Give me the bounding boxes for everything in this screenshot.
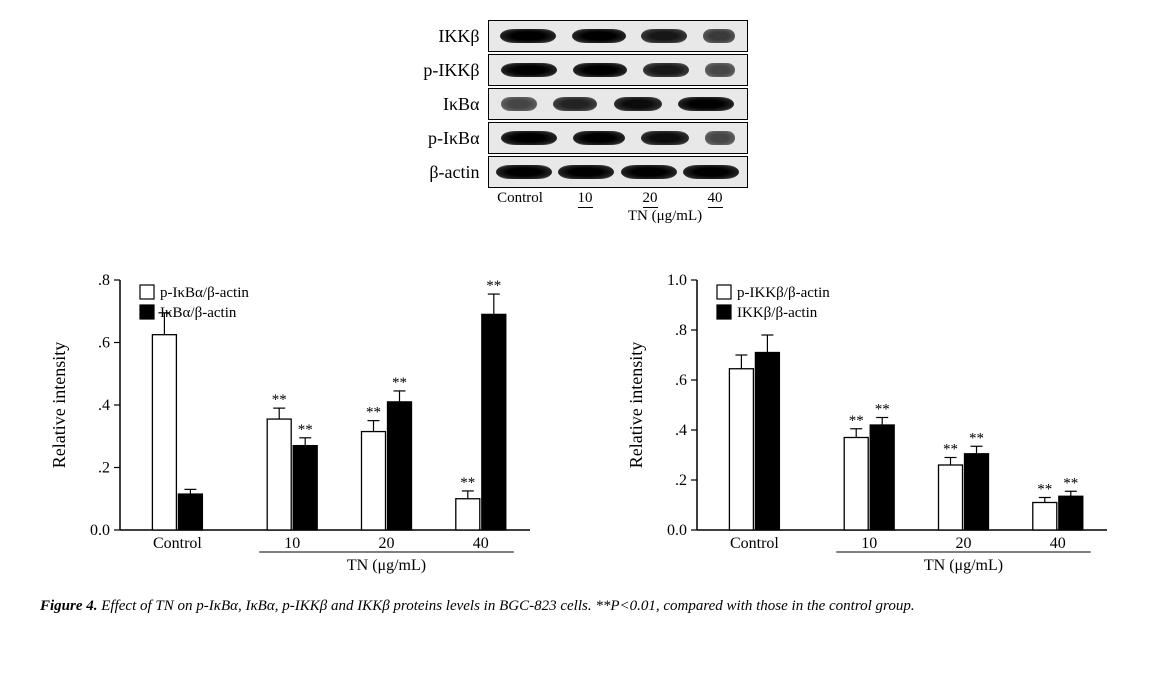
blot-x-tick: 20 xyxy=(643,190,658,208)
blot-band xyxy=(705,131,735,145)
chart-right-wrapper: 0.0 .2 .4 .6 .8 1.0 Relative intensity Control *… xyxy=(607,250,1127,580)
blot-lane-panel xyxy=(488,88,748,120)
svg-text:**: ** xyxy=(272,392,287,408)
blot-row-label: β-actin xyxy=(418,162,488,183)
blot-row: β-actin xyxy=(418,156,748,188)
blot-band xyxy=(501,63,557,77)
svg-text:IκBα/β-actin: IκBα/β-actin xyxy=(160,305,237,321)
svg-text:**: ** xyxy=(849,413,864,429)
blot-band xyxy=(678,97,734,111)
blot-band xyxy=(501,97,537,111)
svg-text:TN (μg/mL): TN (μg/mL) xyxy=(347,557,426,574)
svg-text:**: ** xyxy=(1063,475,1078,491)
svg-text:TN (μg/mL): TN (μg/mL) xyxy=(924,557,1003,574)
blot-x-tick-cell: 20 xyxy=(618,190,683,208)
svg-text:p-IKKβ/β-actin: p-IKKβ/β-actin xyxy=(737,285,830,301)
blot-band xyxy=(641,29,687,43)
blot-band xyxy=(501,131,557,145)
svg-text:Control: Control xyxy=(730,535,779,552)
svg-text:.2: .2 xyxy=(675,472,687,489)
blot-x-tick: 10 xyxy=(578,190,593,208)
svg-text:Relative intensity: Relative intensity xyxy=(626,342,646,468)
svg-text:.4: .4 xyxy=(98,397,110,414)
blot-row-label: p-IKKβ xyxy=(418,60,488,81)
blot-band xyxy=(705,63,735,77)
blot-band xyxy=(643,63,689,77)
blot-lane-panel xyxy=(488,156,748,188)
svg-text:p-IκBα/β-actin: p-IκBα/β-actin xyxy=(160,285,249,301)
svg-text:Control: Control xyxy=(153,535,202,552)
blot-row: p-IKKβ xyxy=(418,54,748,86)
svg-text:0.0: 0.0 xyxy=(90,522,110,539)
blot-band xyxy=(683,165,739,179)
blot-row: IκBα xyxy=(418,88,748,120)
blot-x-tick: 40 xyxy=(708,190,723,208)
blot-x-labels: Control 10 20 40 xyxy=(488,190,748,208)
svg-text:.6: .6 xyxy=(98,335,110,352)
svg-text:**: ** xyxy=(969,430,984,446)
svg-text:**: ** xyxy=(460,475,475,491)
svg-text:.6: .6 xyxy=(675,372,687,389)
western-blot-panel: IKKβ p-IKKβ IκBα p-IκBα β-actinControl 10 20 40… xyxy=(410,20,748,225)
figure-container: IKKβp-IKKβIκBαp-IκBαβ-actinControl102040… xyxy=(30,20,1127,615)
svg-text:**: ** xyxy=(366,405,381,421)
chart-left-wrapper: 0.0 .2 .4 .6 .8 Relative intensity Control ** **… xyxy=(30,250,550,580)
svg-text:.8: .8 xyxy=(98,272,110,289)
blot-row: p-IκBα xyxy=(418,122,748,154)
blot-x-tick-cell: Control xyxy=(488,190,553,208)
blot-row: IKKβ xyxy=(418,20,748,52)
svg-text:Relative intensity: Relative intensity xyxy=(49,342,69,468)
svg-text:20: 20 xyxy=(379,535,395,552)
svg-text:**: ** xyxy=(392,375,407,391)
svg-text:.8: .8 xyxy=(675,322,687,339)
svg-text:40: 40 xyxy=(1050,535,1066,552)
blot-band xyxy=(553,97,597,111)
blot-band xyxy=(558,165,614,179)
caption-text: Effect of TN on p-IκBα, IκBα, p-IKKβ and… xyxy=(98,598,915,614)
blot-lane-panel xyxy=(488,122,748,154)
charts-row: 0.0 .2 .4 .6 .8 Relative intensity Control ** **… xyxy=(30,250,1127,580)
svg-text:IKKβ/β-actin: IKKβ/β-actin xyxy=(737,305,818,321)
blot-band xyxy=(573,131,625,145)
blot-band xyxy=(572,29,626,43)
svg-text:10: 10 xyxy=(284,535,300,552)
svg-text:10: 10 xyxy=(861,535,877,552)
blot-row-label: IκBα xyxy=(418,94,488,115)
figure-label: Figure 4. xyxy=(40,598,98,614)
blot-lane-panel xyxy=(488,20,748,52)
blot-x-tick-cell: 10 xyxy=(553,190,618,208)
blot-x-caption: TN (μg/mL) xyxy=(488,208,748,225)
svg-text:0.0: 0.0 xyxy=(667,522,687,539)
bar-chart-ikkb: 0.0 .2 .4 .6 .8 1.0 Relative intensity Control *… xyxy=(607,250,1127,580)
bar-chart-ikba: 0.0 .2 .4 .6 .8 Relative intensity Control ** **… xyxy=(30,250,550,580)
svg-text:**: ** xyxy=(298,422,313,438)
svg-text:**: ** xyxy=(1037,482,1052,498)
blot-row-label: p-IκBα xyxy=(418,128,488,149)
blot-x-tick-cell: 40 xyxy=(683,190,748,208)
blot-band xyxy=(614,97,662,111)
blot-band xyxy=(500,29,556,43)
blot-band xyxy=(703,29,735,43)
svg-text:**: ** xyxy=(875,402,890,418)
svg-text:1.0: 1.0 xyxy=(667,272,687,289)
blot-row-label: IKKβ xyxy=(418,26,488,47)
svg-text:**: ** xyxy=(943,442,958,458)
svg-text:.4: .4 xyxy=(675,422,687,439)
blot-lane-panel xyxy=(488,54,748,86)
svg-text:**: ** xyxy=(486,278,501,294)
blot-band xyxy=(641,131,689,145)
svg-text:.2: .2 xyxy=(98,460,110,477)
svg-text:20: 20 xyxy=(956,535,972,552)
blot-band xyxy=(496,165,552,179)
blot-band xyxy=(573,63,627,77)
svg-text:40: 40 xyxy=(473,535,489,552)
blot-band xyxy=(621,165,677,179)
blot-x-caption-row: TN (μg/mL) xyxy=(488,208,748,225)
figure-caption: Figure 4. Effect of TN on p-IκBα, IκBα, … xyxy=(30,598,1127,615)
